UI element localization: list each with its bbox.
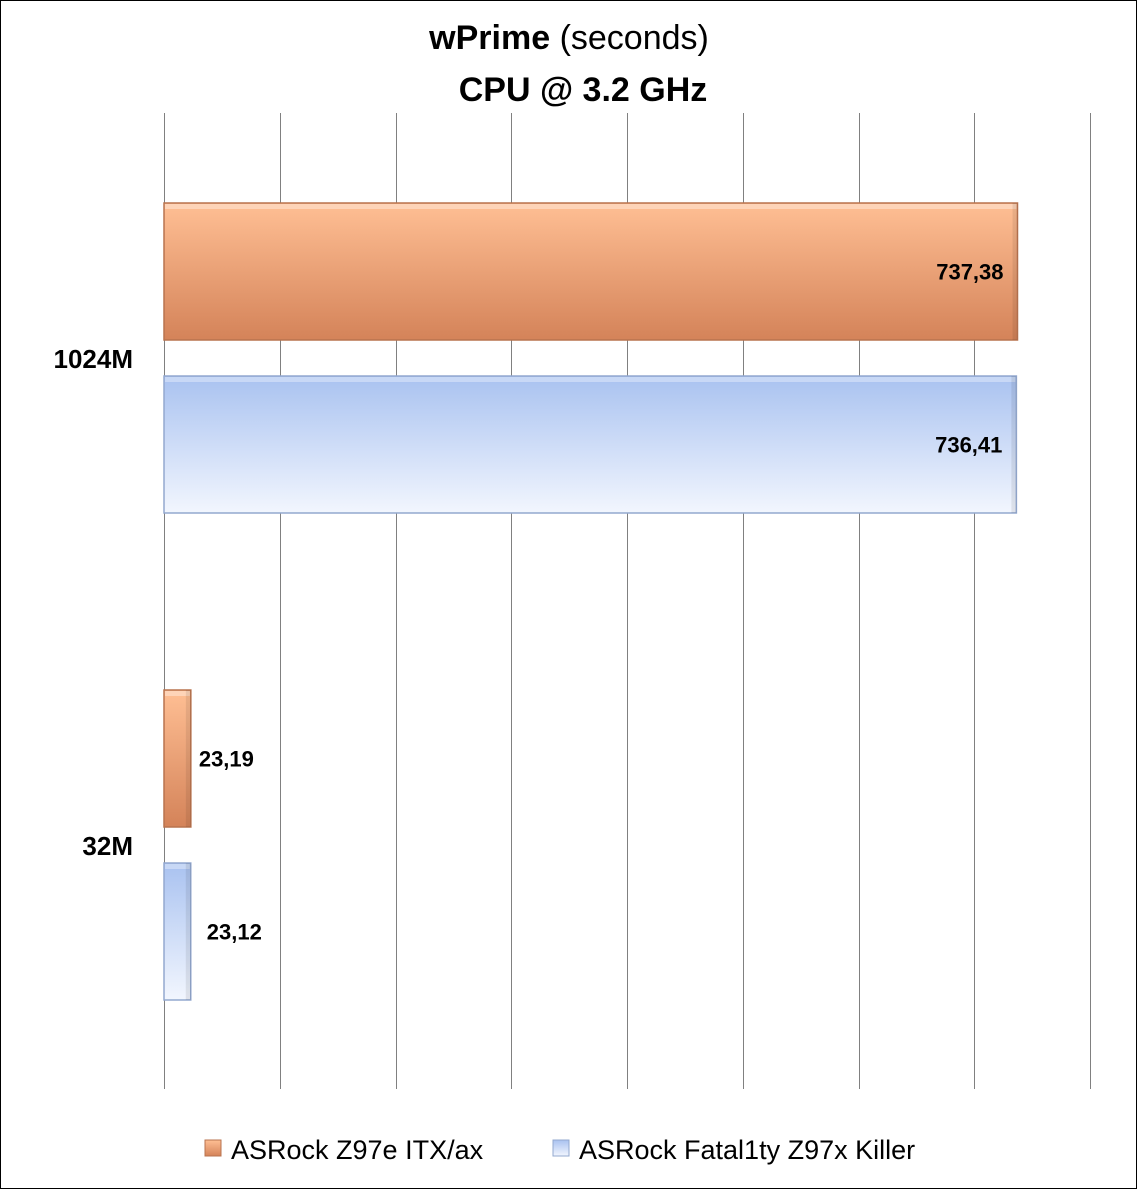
data-label-0-0: 737,38 [936,260,1003,285]
bar-rect-0-1 [163,375,1018,514]
chart-title-bold: wPrime [428,19,550,57]
bar-highlight-1-0 [165,691,190,696]
bar-edge-1-0 [185,690,191,827]
bars: 737,38 736,41 23,19 23,12 [163,202,1019,1001]
chart-title: wPrime (seconds) [428,19,709,57]
bar-rect-0-0 [163,202,1019,341]
legend-swatch-0 [204,1139,222,1157]
bar-highlight-0-1 [165,377,1016,382]
bar-edge-0-0 [1012,203,1018,340]
data-label-1-1: 23,12 [207,920,262,945]
bar-rect-1-0 [163,689,192,828]
legend: ASRock Z97e ITX/ax ASRock Fatal1ty Z97x K… [204,1135,915,1165]
bar-highlight-1-1 [165,864,190,869]
bar-edge-1-1 [185,863,191,1000]
legend-swatch-1 [552,1139,570,1157]
bar-highlight-0-0 [165,204,1017,209]
category-label-1: 32M [82,831,133,861]
legend-label-0: ASRock Z97e ITX/ax [231,1135,484,1165]
bar-0-1 [163,375,1018,514]
chart-subtitle: CPU @ 3.2 GHz [459,71,708,109]
bar-1-0 [163,689,192,828]
bar-edge-0-1 [1011,376,1017,513]
bar-0-0 [163,202,1019,341]
data-label-0-1: 736,41 [935,433,1002,458]
data-label-1-0: 23,19 [199,747,254,772]
legend-label-1: ASRock Fatal1ty Z97x Killer [579,1135,915,1165]
chart-title-unit: (seconds) [560,19,709,57]
category-labels: 1024M 32M [54,344,134,861]
category-label-0: 1024M [54,344,134,374]
bar-rect-1-1 [163,862,192,1001]
bar-1-1 [163,862,192,1001]
